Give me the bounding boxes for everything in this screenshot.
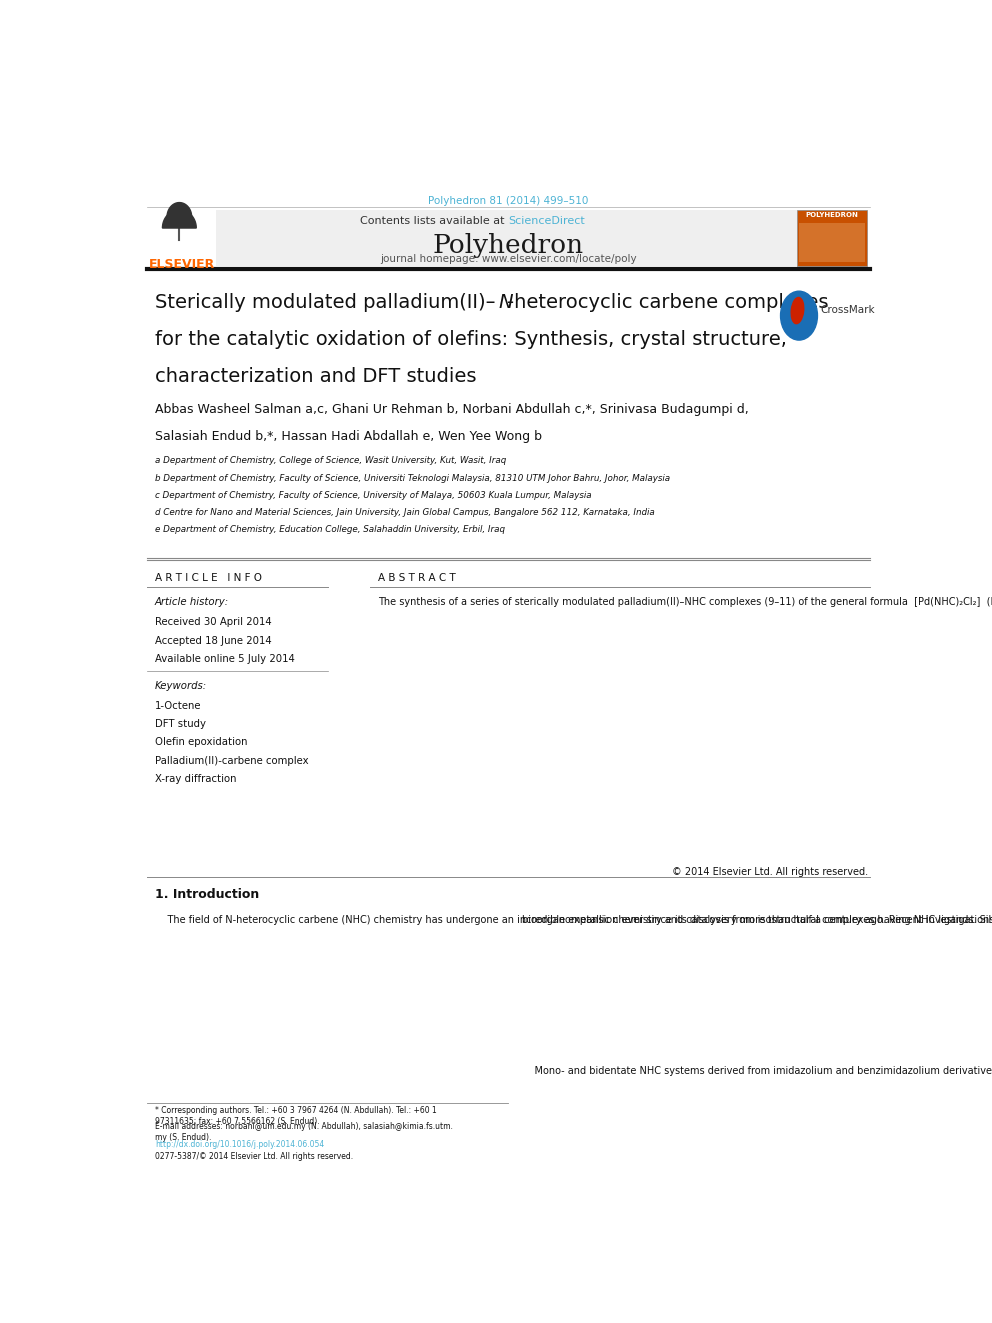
Text: DFT study: DFT study — [155, 720, 205, 729]
Text: POLYHEDRON: POLYHEDRON — [806, 212, 858, 218]
Text: e Department of Chemistry, Education College, Salahaddin University, Erbil, Iraq: e Department of Chemistry, Education Col… — [155, 525, 505, 534]
Text: Mono- and bidentate NHC systems derived from imidazolium and benzimidazolium der: Mono- and bidentate NHC systems derived … — [522, 1066, 992, 1077]
Text: The field of N-heterocyclic carbene (NHC) chemistry has undergone an incredible : The field of N-heterocyclic carbene (NHC… — [155, 914, 992, 925]
Text: Salasiah Endud b,*, Hassan Hadi Abdallah e, Wen Yee Wong b: Salasiah Endud b,*, Hassan Hadi Abdallah… — [155, 430, 542, 443]
Text: 1-Octene: 1-Octene — [155, 701, 201, 710]
FancyBboxPatch shape — [799, 224, 865, 262]
Text: c Department of Chemistry, Faculty of Science, University of Malaya, 50603 Kuala: c Department of Chemistry, Faculty of Sc… — [155, 491, 591, 500]
Text: a Department of Chemistry, College of Science, Wasit University, Kut, Wasit, Ira: a Department of Chemistry, College of Sc… — [155, 456, 506, 466]
Text: journal homepage: www.elsevier.com/locate/poly: journal homepage: www.elsevier.com/locat… — [380, 254, 637, 263]
Text: CrossMark: CrossMark — [820, 304, 875, 315]
Text: Sterically modulated palladium(II)–: Sterically modulated palladium(II)– — [155, 294, 495, 312]
Text: http://dx.doi.org/10.1016/j.poly.2014.06.054: http://dx.doi.org/10.1016/j.poly.2014.06… — [155, 1140, 324, 1148]
FancyBboxPatch shape — [216, 209, 797, 266]
Text: Palladium(II)-carbene complex: Palladium(II)-carbene complex — [155, 755, 309, 766]
Text: for the catalytic oxidation of olefins: Synthesis, crystal structure,: for the catalytic oxidation of olefins: … — [155, 329, 787, 349]
Circle shape — [781, 291, 817, 340]
Text: Keywords:: Keywords: — [155, 681, 207, 692]
Text: Polyhedron 81 (2014) 499–510: Polyhedron 81 (2014) 499–510 — [429, 196, 588, 206]
Text: E-mail addresses: norbani@um.edu.my (N. Abdullah), salasiah@kimia.fs.utm.
my (S.: E-mail addresses: norbani@um.edu.my (N. … — [155, 1122, 452, 1142]
Text: 0277-5387/© 2014 Elsevier Ltd. All rights reserved.: 0277-5387/© 2014 Elsevier Ltd. All right… — [155, 1152, 353, 1162]
Text: +: + — [789, 296, 799, 310]
Text: © 2014 Elsevier Ltd. All rights reserved.: © 2014 Elsevier Ltd. All rights reserved… — [672, 867, 868, 877]
Text: X-ray diffraction: X-ray diffraction — [155, 774, 236, 785]
Text: bioorganometallic chemistry and catalysis from isostructural complexes having NH: bioorganometallic chemistry and catalysi… — [522, 914, 992, 925]
Text: ScienceDirect: ScienceDirect — [509, 216, 585, 226]
Text: Polyhedron: Polyhedron — [433, 233, 584, 258]
FancyBboxPatch shape — [147, 209, 212, 266]
Text: 1. Introduction: 1. Introduction — [155, 888, 259, 901]
Text: Olefin epoxidation: Olefin epoxidation — [155, 737, 247, 747]
Text: A B S T R A C T: A B S T R A C T — [378, 573, 455, 583]
Text: Accepted 18 June 2014: Accepted 18 June 2014 — [155, 635, 272, 646]
Text: ELSEVIER: ELSEVIER — [150, 258, 215, 271]
Text: * Corresponding authors. Tel.: +60 3 7967 4264 (N. Abdullah). Tel.: +60 1
973116: * Corresponding authors. Tel.: +60 3 796… — [155, 1106, 436, 1126]
Text: Available online 5 July 2014: Available online 5 July 2014 — [155, 654, 295, 664]
FancyBboxPatch shape — [797, 209, 867, 266]
Text: The synthesis of a series of sterically modulated palladium(II)–NHC complexes (9: The synthesis of a series of sterically … — [378, 597, 992, 607]
Polygon shape — [167, 202, 191, 217]
Polygon shape — [163, 210, 196, 228]
Text: Received 30 April 2014: Received 30 April 2014 — [155, 617, 272, 627]
Text: A R T I C L E   I N F O: A R T I C L E I N F O — [155, 573, 262, 583]
Text: Contents lists available at: Contents lists available at — [360, 216, 508, 226]
Text: -heterocyclic carbene complexes: -heterocyclic carbene complexes — [507, 294, 828, 312]
Text: N: N — [498, 294, 513, 312]
Text: Article history:: Article history: — [155, 597, 229, 607]
Text: d Centre for Nano and Material Sciences, Jain University, Jain Global Campus, Ba: d Centre for Nano and Material Sciences,… — [155, 508, 655, 517]
Text: characterization and DFT studies: characterization and DFT studies — [155, 366, 476, 385]
Text: Abbas Washeel Salman a,c, Ghani Ur Rehman b, Norbani Abdullah c,*, Srinivasa Bud: Abbas Washeel Salman a,c, Ghani Ur Rehma… — [155, 404, 749, 417]
Ellipse shape — [792, 298, 804, 324]
Text: b Department of Chemistry, Faculty of Science, Universiti Teknologi Malaysia, 81: b Department of Chemistry, Faculty of Sc… — [155, 474, 670, 483]
